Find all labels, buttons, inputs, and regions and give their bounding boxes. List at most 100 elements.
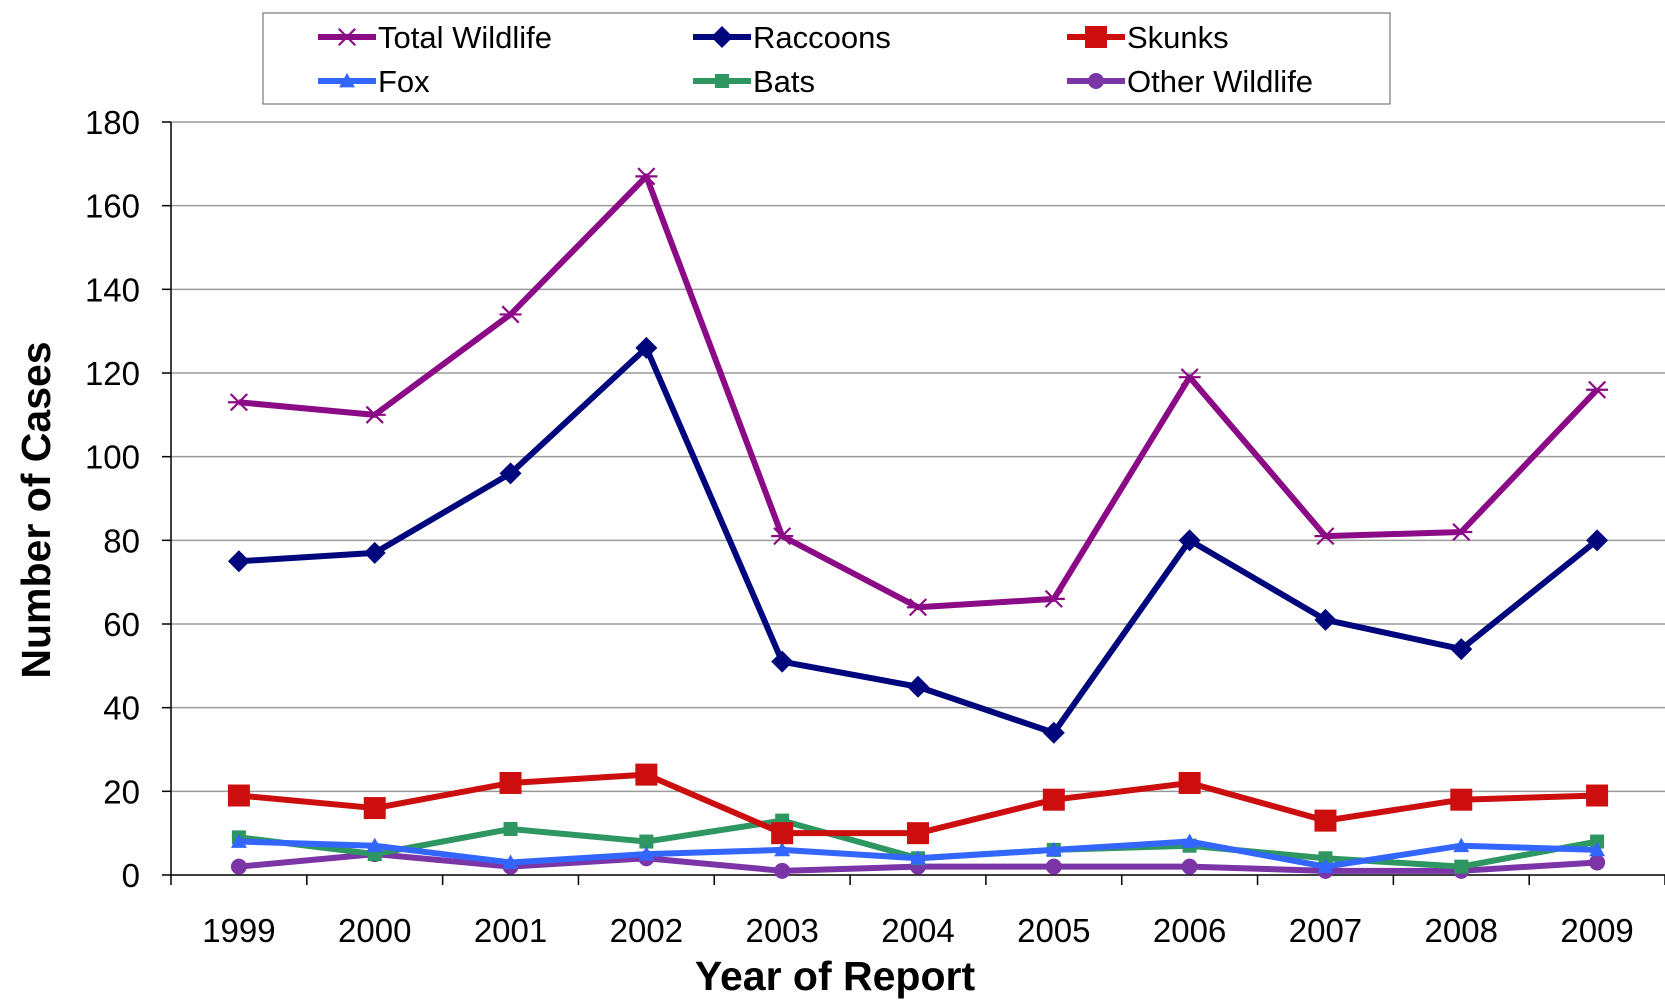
data-point — [907, 675, 929, 698]
legend-label: Total Wildlife — [378, 20, 552, 55]
data-point — [499, 462, 522, 485]
data-point — [363, 541, 386, 564]
data-point — [1042, 589, 1065, 608]
data-point — [1178, 771, 1201, 794]
data-point — [1042, 788, 1065, 811]
series-layer — [227, 167, 1609, 879]
data-point — [1450, 522, 1473, 541]
data-point — [1314, 608, 1337, 631]
series-raccoons — [227, 336, 1609, 744]
data-point — [502, 854, 519, 869]
legend-item: Bats — [693, 64, 815, 99]
data-point — [1586, 380, 1609, 399]
gridlines — [171, 121, 1665, 793]
series-skunks — [227, 763, 1609, 845]
legend-label: Raccoons — [753, 20, 891, 55]
data-point — [230, 833, 247, 848]
data-point — [1589, 841, 1606, 857]
y-tick-label: 60 — [103, 606, 140, 643]
data-point — [499, 771, 522, 794]
legend-label: Bats — [753, 64, 815, 99]
axes: 0 20 40 60 80 100 120 140 160 180 1999 2000 2001 2002… — [85, 104, 1665, 949]
legend-item: Total Wildlife — [318, 20, 552, 55]
legend-marker — [711, 26, 733, 48]
y-axis-title: Number of Cases — [13, 341, 59, 678]
x-tick-label: 2008 — [1425, 912, 1498, 949]
y-tick-label: 100 — [85, 439, 140, 476]
series-fox — [230, 833, 1606, 874]
data-point — [910, 850, 926, 865]
data-point — [363, 405, 386, 424]
x-axis-title: Year of Report — [695, 953, 976, 999]
data-point — [499, 305, 522, 324]
data-point — [1450, 638, 1473, 661]
x-tick-label: 2000 — [338, 912, 411, 949]
data-point — [1045, 841, 1062, 857]
data-point — [227, 550, 250, 573]
y-tick-label: 180 — [85, 104, 140, 141]
data-point — [907, 822, 929, 845]
y-tick-label: 20 — [103, 773, 140, 810]
data-point — [1454, 859, 1469, 874]
data-point — [363, 797, 386, 820]
x-tick-label: 2007 — [1289, 912, 1362, 949]
legend-label: Other Wildlife — [1127, 64, 1313, 99]
data-point — [1318, 851, 1333, 866]
data-point — [1178, 368, 1201, 387]
data-point — [635, 763, 658, 786]
data-point — [227, 784, 250, 807]
series-line — [238, 173, 1600, 611]
data-point — [366, 837, 383, 853]
data-point — [771, 527, 794, 546]
legend-marker — [336, 27, 358, 47]
data-point — [635, 167, 658, 186]
x-tick-label: 2009 — [1560, 912, 1633, 949]
data-point — [227, 393, 250, 412]
legend: Total Wildlife Raccoons Skunks Fox Bats Other… — [262, 12, 1391, 105]
x-tick-label: 2001 — [474, 912, 547, 949]
data-point — [774, 841, 791, 857]
data-point — [1178, 529, 1201, 552]
data-point — [1589, 854, 1606, 871]
legend-item: Other Wildlife — [1067, 64, 1313, 99]
y-tick-label: 160 — [85, 188, 140, 225]
data-point — [1314, 809, 1337, 832]
data-point — [1317, 858, 1334, 874]
y-tick-label: 140 — [85, 271, 140, 308]
data-point — [1450, 788, 1473, 811]
x-tick-label: 2006 — [1153, 912, 1226, 949]
data-point — [1453, 837, 1470, 853]
legend-label: Fox — [378, 64, 430, 99]
legend-marker — [1088, 73, 1104, 89]
legend-label: Skunks — [1127, 20, 1229, 55]
legend-marker — [715, 74, 729, 88]
data-point — [774, 862, 791, 879]
data-point — [1042, 721, 1065, 744]
data-point — [638, 846, 655, 861]
legend-marker — [1085, 26, 1107, 48]
legend-item: Fox — [318, 64, 430, 99]
data-point — [230, 858, 247, 875]
y-tick-label: 80 — [103, 522, 140, 559]
y-tick-label: 40 — [103, 690, 140, 727]
x-tick-label: 2005 — [1017, 912, 1090, 949]
series-total-wildlife — [227, 167, 1609, 617]
data-point — [1314, 527, 1337, 546]
legend-box — [262, 12, 1391, 105]
data-point — [503, 821, 518, 836]
legend-item: Skunks — [1067, 20, 1229, 55]
x-tick-label: 2004 — [881, 912, 954, 949]
data-point — [639, 834, 654, 849]
data-point — [771, 650, 794, 673]
y-tick-label: 120 — [85, 355, 140, 392]
y-tick-label: 0 — [122, 857, 140, 894]
legend-item: Raccoons — [693, 20, 891, 55]
x-tick-label: 1999 — [202, 912, 275, 949]
data-point — [1586, 784, 1609, 807]
data-point — [1181, 858, 1198, 875]
x-tick-label: 2003 — [745, 912, 818, 949]
data-point — [1181, 833, 1198, 848]
data-point — [1590, 834, 1605, 849]
data-point — [771, 822, 794, 845]
